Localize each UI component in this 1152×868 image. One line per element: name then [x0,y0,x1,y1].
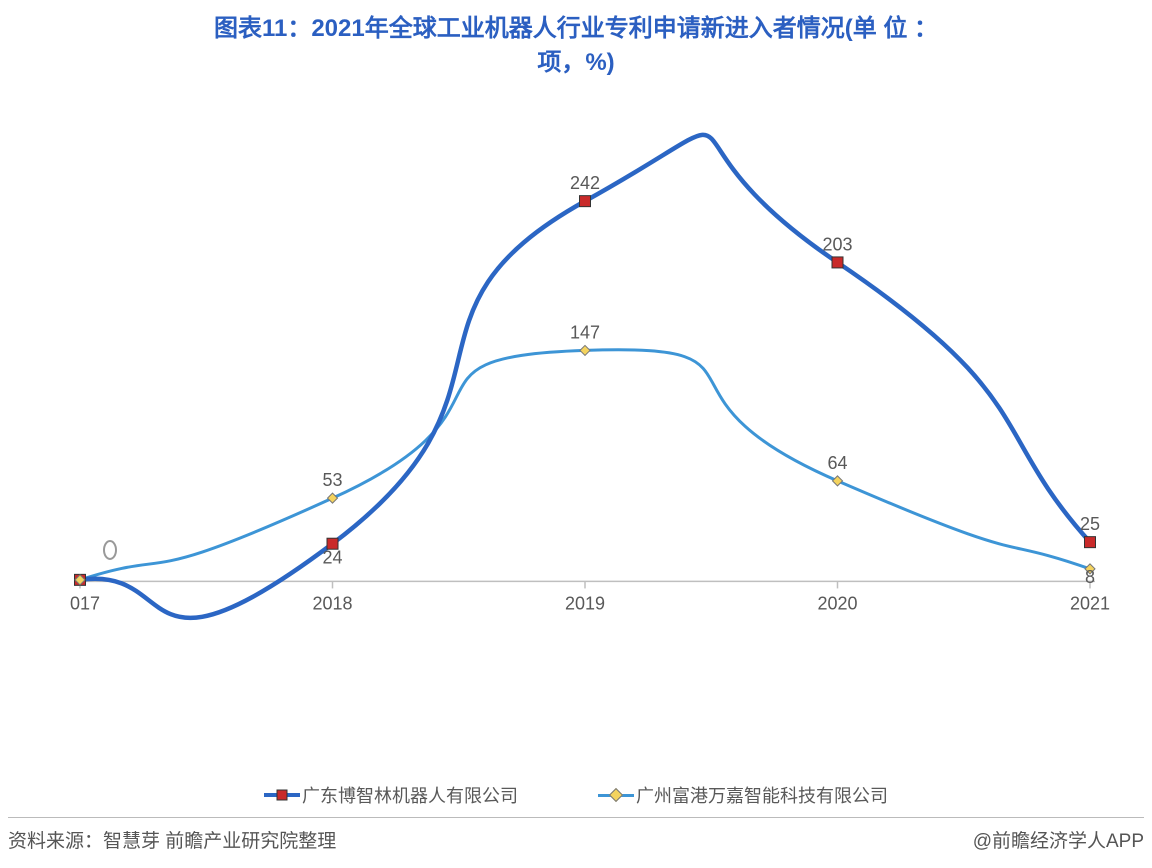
data-label: 8 [1085,567,1095,587]
legend-line [598,794,634,797]
chart-title-line2: 项，%) [0,46,1152,80]
x-tick-label: 2019 [565,593,605,613]
data-label: 53 [322,470,342,490]
data-label: 203 [822,234,852,254]
chart-title: 图表11：2021年全球工业机器人行业专利申请新进入者情况(单 位 ： 项，%) [0,0,1152,79]
annotation-marker [104,541,116,559]
attribution-label: @前瞻经济学人APP [973,826,1144,853]
x-tick-label: 2020 [817,593,857,613]
data-marker [328,493,338,503]
chart-legend: 广东博智林机器人有限公司 广州富港万嘉智能科技有限公司 [0,782,1152,808]
legend-item: 广东博智林机器人有限公司 [264,782,518,808]
chart-footer: 资料来源：智慧芽 前瞻产业研究院整理 @前瞻经济学人APP [8,826,1144,853]
data-label: 25 [1080,514,1100,534]
series-line [80,350,1090,580]
chart-container: 图表11：2021年全球工业机器人行业专利申请新进入者情况(单 位 ： 项，%)… [0,0,1152,868]
x-tick-label: 2021 [1070,593,1110,613]
source-label: 资料来源：智慧芽 前瞻产业研究院整理 [8,826,336,853]
data-marker [832,257,843,268]
data-marker [1085,537,1096,548]
legend-label: 广东博智林机器人有限公司 [302,782,518,808]
chart-title-line1: 图表11：2021年全球工业机器人行业专利申请新进入者情况(单 位 ： [0,12,1152,46]
data-label: 64 [827,453,847,473]
data-label: 242 [570,173,600,193]
data-marker [580,345,590,355]
legend-marker [277,790,288,801]
legend-line [264,793,300,798]
series-line [80,135,1090,618]
chart-plot: -500501001502002503002017201820192020202… [70,100,1110,720]
x-tick-label: 2018 [312,593,352,613]
legend-marker [609,788,623,802]
data-label: 24 [322,548,342,568]
footer-divider [8,817,1144,818]
legend-item: 广州富港万嘉智能科技有限公司 [598,782,888,808]
data-marker [833,476,843,486]
data-marker [580,196,591,207]
legend-label: 广州富港万嘉智能科技有限公司 [636,782,888,808]
x-tick-label: 2017 [70,593,100,613]
data-label: 147 [570,322,600,342]
